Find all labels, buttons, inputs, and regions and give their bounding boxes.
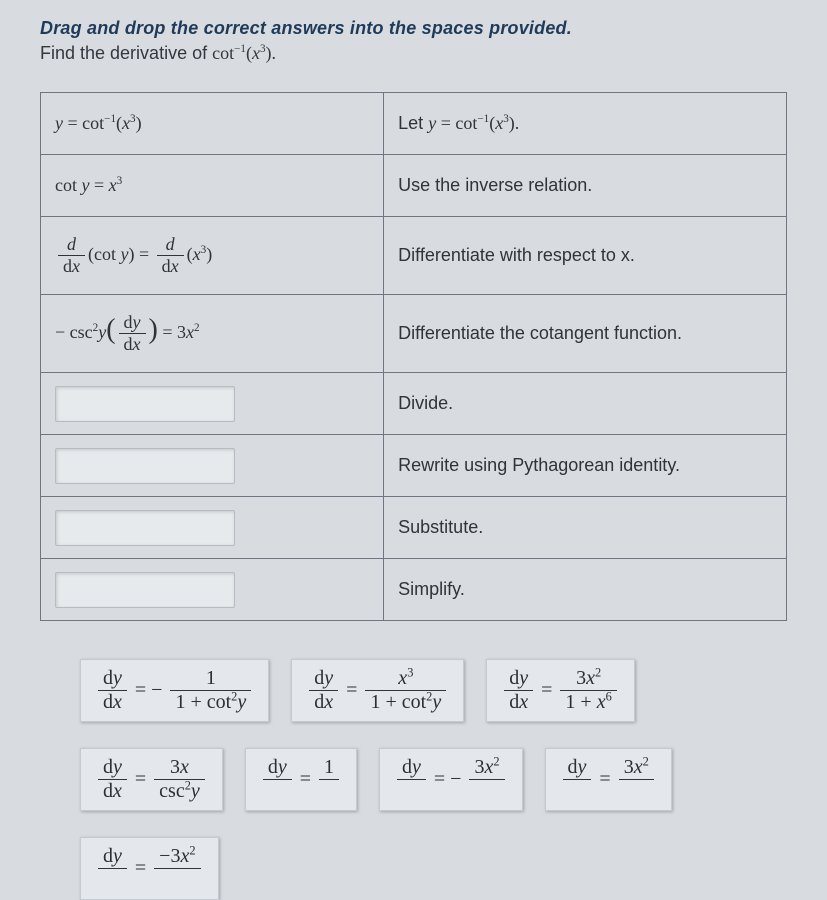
tile-dy-x3-over-1plus-cot2y[interactable]: dydx = x31 + cot2y xyxy=(291,659,464,722)
let-math: y = cot−1(x3). xyxy=(428,113,519,133)
cell-step8-left[interactable] xyxy=(41,559,384,621)
cell-step5-right: Divide. xyxy=(384,373,787,435)
table-row: Rewrite using Pythagorean identity. xyxy=(41,435,787,497)
tile-dy-3x-over-csc2y[interactable]: dydx = 3xcsc2y xyxy=(80,748,223,811)
cell-step7-left[interactable] xyxy=(41,497,384,559)
worksheet-page: Drag and drop the correct answers into t… xyxy=(0,0,827,900)
tile-dy-eq-neg-3x2[interactable]: dy = − 3x2 xyxy=(379,748,523,811)
table-row: − csc2y(dydx) = 3x2 Differentiate the co… xyxy=(41,295,787,373)
cell-step4-left: − csc2y(dydx) = 3x2 xyxy=(41,295,384,373)
cell-step8-right: Simplify. xyxy=(384,559,787,621)
dropzone-substitute[interactable] xyxy=(55,510,235,546)
cell-step2-left: cot y = x3 xyxy=(41,155,384,217)
prompt-text: Find the derivative of cot−1(x3). xyxy=(40,43,787,64)
dropzone-simplify[interactable] xyxy=(55,572,235,608)
table-row: Simplify. xyxy=(41,559,787,621)
cell-step5-left[interactable] xyxy=(41,373,384,435)
table-row: cot y = x3 Use the inverse relation. xyxy=(41,155,787,217)
answer-tiles: dydx = − 11 + cot2y dydx = x31 + cot2y d… xyxy=(40,659,787,900)
table-row: Divide. xyxy=(41,373,787,435)
expr-y-eq-arccot: y = cot−1(x3) xyxy=(55,113,142,133)
expr-diff-both: ddx(cot y) = ddx(x3) xyxy=(55,244,212,264)
tile-dy-eq-1[interactable]: dy = 1 xyxy=(245,748,357,811)
dropzone-divide[interactable] xyxy=(55,386,235,422)
cell-step6-left[interactable] xyxy=(41,435,384,497)
expr-coty-eq-x3: cot y = x3 xyxy=(55,175,122,195)
table-row: ddx(cot y) = ddx(x3) Differentiate with … xyxy=(41,217,787,295)
table-row: y = cot−1(x3) Let y = cot−1(x3). xyxy=(41,93,787,155)
let-prefix: Let xyxy=(398,113,428,133)
cell-step6-right: Rewrite using Pythagorean identity. xyxy=(384,435,787,497)
tile-dy-3x2-over-1plus-x6[interactable]: dydx = 3x21 + x6 xyxy=(486,659,635,722)
cell-step3-left: ddx(cot y) = ddx(x3) xyxy=(41,217,384,295)
cell-step2-right: Use the inverse relation. xyxy=(384,155,787,217)
steps-table: y = cot−1(x3) Let y = cot−1(x3). cot y =… xyxy=(40,92,787,621)
tile-dy-eq-minus3x2-frac[interactable]: dy = −3x2 xyxy=(80,837,219,900)
instruction-text: Drag and drop the correct answers into t… xyxy=(40,18,787,39)
cell-step4-right: Differentiate the cotangent function. xyxy=(384,295,787,373)
prompt-prefix: Find the derivative of xyxy=(40,43,212,63)
tile-dy-neg-1-over-1plus-cot2y[interactable]: dydx = − 11 + cot2y xyxy=(80,659,269,722)
cell-step1-right: Let y = cot−1(x3). xyxy=(384,93,787,155)
cell-step1-left: y = cot−1(x3) xyxy=(41,93,384,155)
tile-dy-eq-3x2[interactable]: dy = 3x2 xyxy=(545,748,672,811)
cell-step7-right: Substitute. xyxy=(384,497,787,559)
prompt-math: cot−1(x3). xyxy=(212,43,276,63)
dropzone-pythagorean[interactable] xyxy=(55,448,235,484)
table-row: Substitute. xyxy=(41,497,787,559)
cell-step3-right: Differentiate with respect to x. xyxy=(384,217,787,295)
expr-csc2y-dy: − csc2y(dydx) = 3x2 xyxy=(55,322,200,342)
